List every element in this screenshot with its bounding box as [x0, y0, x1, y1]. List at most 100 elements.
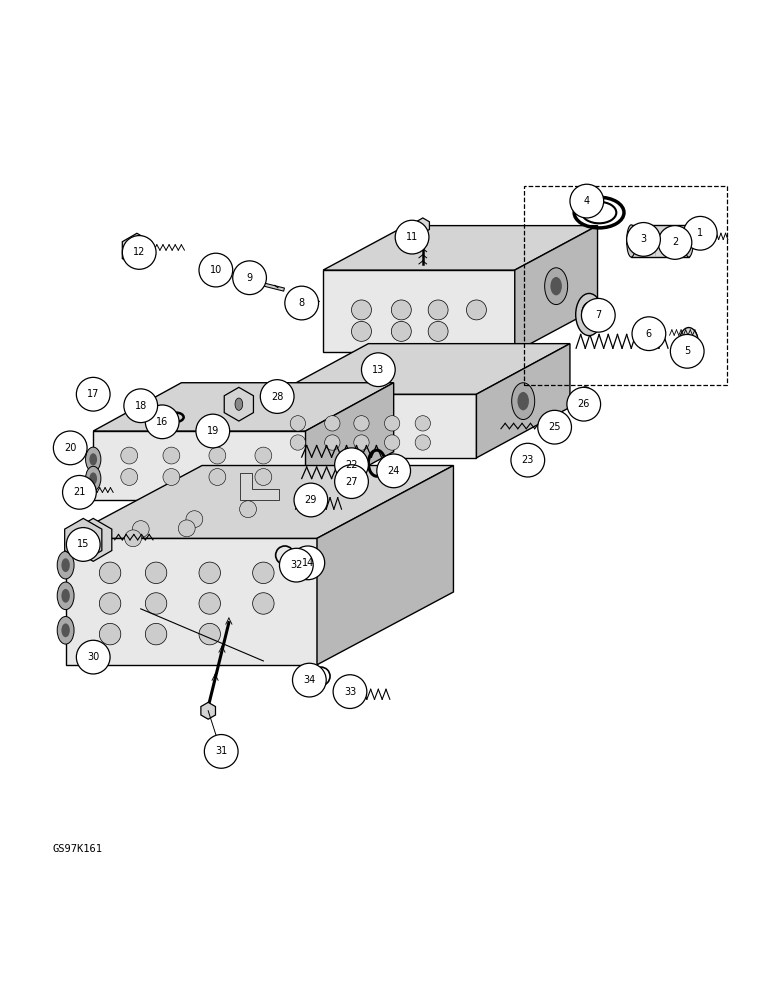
Text: 3: 3: [641, 234, 647, 244]
Polygon shape: [224, 387, 253, 421]
Text: 26: 26: [577, 399, 590, 409]
Circle shape: [279, 548, 313, 582]
Text: 14: 14: [302, 558, 314, 568]
Circle shape: [122, 236, 156, 269]
Ellipse shape: [57, 551, 74, 579]
Circle shape: [205, 735, 238, 768]
Ellipse shape: [62, 558, 69, 572]
Text: 25: 25: [548, 422, 561, 432]
Circle shape: [145, 562, 167, 584]
Text: 27: 27: [345, 477, 357, 487]
Circle shape: [632, 317, 665, 351]
Ellipse shape: [235, 398, 242, 410]
Circle shape: [290, 416, 306, 431]
Circle shape: [132, 521, 149, 538]
Circle shape: [120, 469, 137, 485]
Text: 30: 30: [87, 652, 100, 662]
Polygon shape: [122, 233, 151, 267]
Polygon shape: [275, 394, 476, 458]
Text: 29: 29: [305, 495, 317, 505]
Circle shape: [124, 389, 157, 423]
Circle shape: [351, 321, 371, 341]
Text: 5: 5: [684, 346, 690, 356]
Circle shape: [145, 405, 179, 439]
Ellipse shape: [512, 383, 535, 420]
Polygon shape: [287, 549, 306, 571]
Circle shape: [377, 454, 411, 488]
Circle shape: [199, 593, 221, 614]
Polygon shape: [296, 292, 315, 314]
Polygon shape: [476, 344, 570, 458]
Circle shape: [63, 439, 78, 454]
Text: 31: 31: [215, 746, 227, 756]
Circle shape: [511, 443, 545, 477]
Circle shape: [100, 593, 120, 614]
Circle shape: [239, 501, 256, 518]
Text: 9: 9: [246, 273, 252, 283]
Circle shape: [199, 253, 232, 287]
Circle shape: [260, 380, 294, 413]
Circle shape: [581, 298, 615, 332]
Circle shape: [294, 483, 328, 517]
Text: 19: 19: [207, 426, 219, 436]
Ellipse shape: [89, 648, 100, 666]
Polygon shape: [323, 226, 598, 270]
Circle shape: [354, 435, 369, 450]
Circle shape: [333, 675, 367, 708]
Circle shape: [395, 220, 429, 254]
Text: 15: 15: [77, 539, 90, 549]
Polygon shape: [201, 702, 215, 719]
Text: 2: 2: [672, 237, 678, 247]
Circle shape: [384, 416, 400, 431]
Text: 20: 20: [64, 443, 76, 453]
Circle shape: [658, 226, 692, 259]
Ellipse shape: [627, 225, 636, 257]
Polygon shape: [93, 383, 394, 431]
Text: GS97K161: GS97K161: [52, 844, 103, 854]
Text: 1: 1: [697, 228, 703, 238]
Circle shape: [351, 300, 371, 320]
Circle shape: [428, 321, 448, 341]
Circle shape: [100, 562, 120, 584]
Circle shape: [384, 435, 400, 450]
Circle shape: [334, 465, 368, 498]
Polygon shape: [72, 481, 87, 499]
Ellipse shape: [62, 623, 69, 637]
Ellipse shape: [208, 427, 214, 435]
Polygon shape: [65, 518, 102, 561]
Text: 24: 24: [388, 466, 400, 476]
Text: 17: 17: [87, 389, 100, 399]
Text: 28: 28: [271, 392, 283, 402]
Circle shape: [325, 435, 340, 450]
Text: 18: 18: [134, 401, 147, 411]
Circle shape: [334, 448, 368, 482]
Ellipse shape: [62, 589, 69, 603]
Circle shape: [199, 623, 221, 645]
Ellipse shape: [545, 268, 567, 305]
Circle shape: [567, 387, 601, 421]
Polygon shape: [275, 344, 570, 394]
Circle shape: [209, 469, 226, 485]
Ellipse shape: [582, 202, 616, 223]
Circle shape: [100, 623, 120, 645]
Text: 33: 33: [344, 687, 356, 697]
Ellipse shape: [84, 641, 106, 673]
Circle shape: [291, 546, 325, 580]
Polygon shape: [201, 419, 222, 443]
Ellipse shape: [86, 447, 101, 472]
Polygon shape: [416, 218, 429, 233]
Ellipse shape: [274, 392, 280, 402]
Circle shape: [66, 528, 100, 561]
Circle shape: [290, 435, 306, 450]
Circle shape: [199, 562, 221, 584]
Circle shape: [76, 377, 110, 411]
Polygon shape: [266, 383, 289, 410]
Text: 21: 21: [73, 487, 86, 497]
Circle shape: [415, 435, 431, 450]
Ellipse shape: [550, 277, 562, 295]
Polygon shape: [66, 466, 453, 538]
Circle shape: [361, 353, 395, 387]
Ellipse shape: [62, 433, 79, 459]
Circle shape: [53, 431, 87, 465]
Circle shape: [285, 286, 319, 320]
